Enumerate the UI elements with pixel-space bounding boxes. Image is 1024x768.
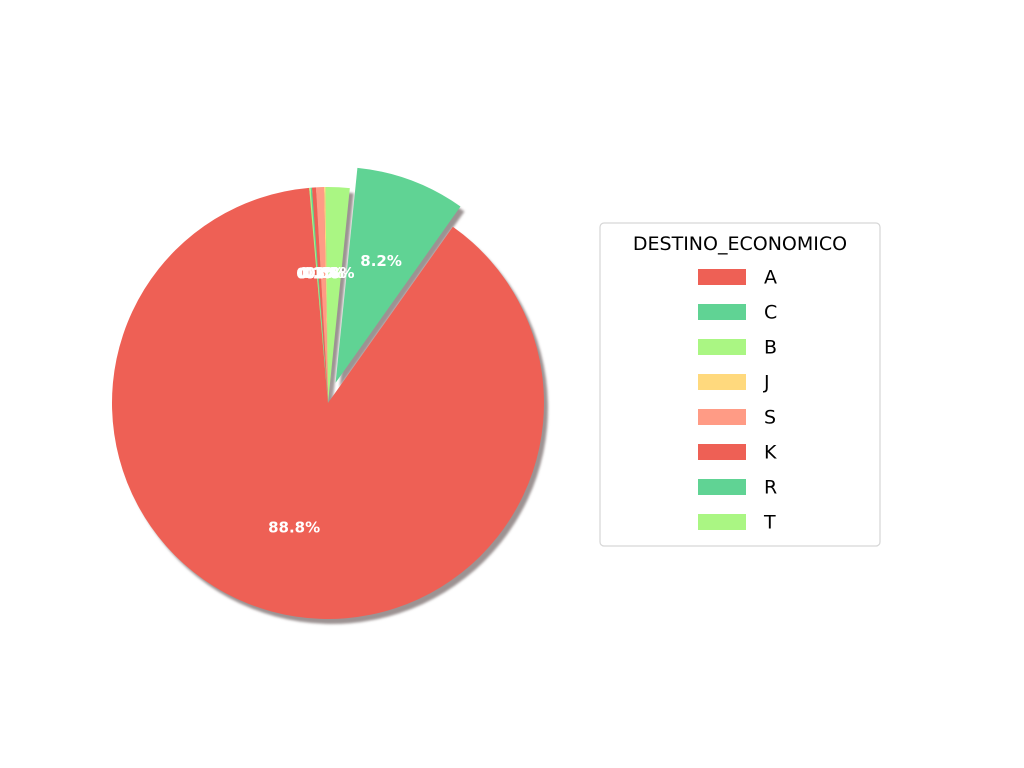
slice-c xyxy=(335,167,461,383)
pie-percent-labels: 88.8%8.2%1.8%0.1%0.6%0.3%0.1%0.1% xyxy=(268,252,402,537)
legend-swatch-t xyxy=(698,514,746,530)
legend-label-s: S xyxy=(764,407,776,429)
pct-label-j: 0.1% xyxy=(305,264,347,282)
legend-label-k: K xyxy=(764,442,777,464)
legend-swatch-k xyxy=(698,444,746,460)
legend-swatch-c xyxy=(698,304,746,320)
slice-t xyxy=(309,187,328,403)
pie-slices xyxy=(111,167,544,619)
pct-label-b: 1.8% xyxy=(313,264,355,282)
legend-swatch-b xyxy=(698,339,746,355)
pct-label-k: 0.3% xyxy=(299,264,341,282)
legend-label-b: B xyxy=(764,337,777,359)
slice-a xyxy=(111,187,544,619)
legend-label-t: T xyxy=(763,512,776,534)
legend-title: DESTINO_ECONOMICO xyxy=(633,233,847,255)
legend-swatch-s xyxy=(698,409,746,425)
pct-label-r: 0.1% xyxy=(297,264,339,282)
legend-label-c: C xyxy=(764,302,777,324)
pct-label-t: 0.1% xyxy=(296,264,338,282)
pct-label-s: 0.6% xyxy=(302,264,344,282)
slice-r xyxy=(310,187,328,403)
slice-j xyxy=(324,187,328,403)
legend-label-j: J xyxy=(763,372,770,394)
slice-k xyxy=(311,187,328,403)
legend-swatch-a xyxy=(698,269,746,285)
pct-label-c: 8.2% xyxy=(360,252,402,270)
slice-s xyxy=(315,187,328,403)
legend-swatch-r xyxy=(698,479,746,495)
legend-label-r: R xyxy=(764,477,777,499)
legend-swatch-j xyxy=(698,374,746,390)
pct-label-a: 88.8% xyxy=(268,519,320,537)
slice-b xyxy=(325,187,350,403)
legend-label-a: A xyxy=(764,267,777,289)
